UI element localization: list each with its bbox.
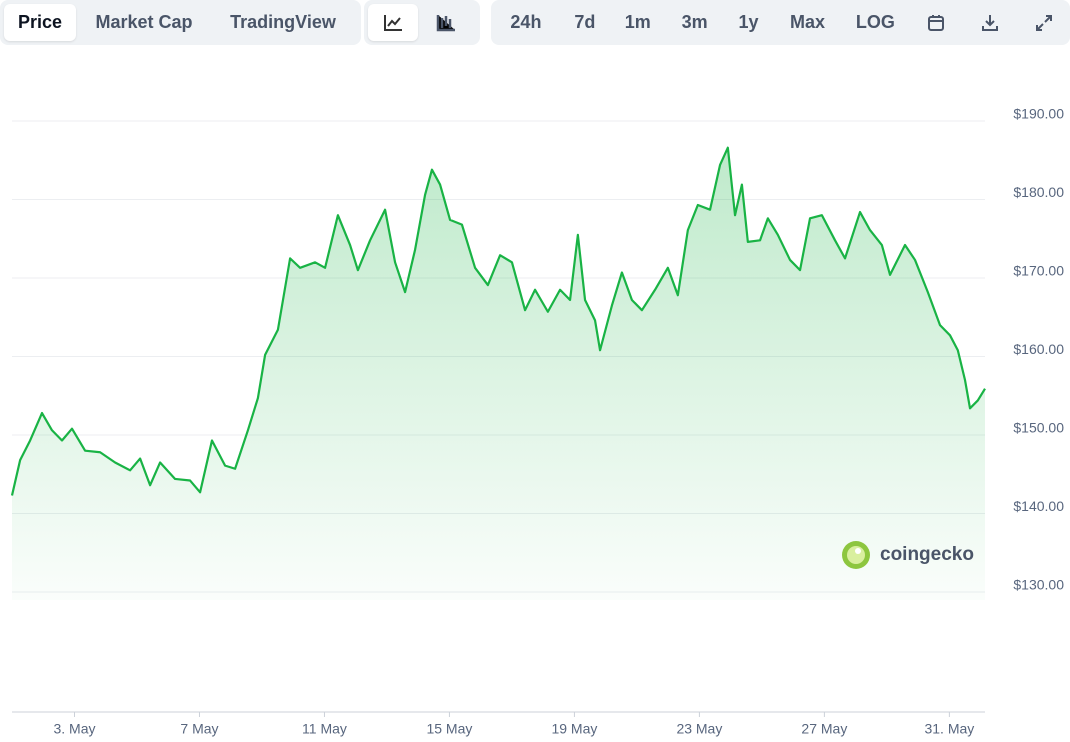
tab[interactable]: Price bbox=[4, 4, 76, 41]
y-tick-label: $150.00 bbox=[1013, 420, 1064, 436]
range[interactable]: 1m bbox=[624, 12, 651, 32]
calendar[interactable] bbox=[910, 4, 962, 41]
icon bbox=[436, 14, 455, 31]
tab[interactable]: TradingView bbox=[230, 12, 336, 32]
chart-kind-group bbox=[364, 0, 480, 45]
area bbox=[12, 147, 985, 600]
x-tick-label: 11 May bbox=[302, 721, 347, 737]
icon bbox=[982, 14, 999, 31]
candle-icon[interactable] bbox=[418, 4, 474, 41]
x-tick-label: 15 May bbox=[426, 721, 472, 737]
y-tick-label: $170.00 bbox=[1013, 263, 1064, 279]
x-tick-label: 27 May bbox=[801, 721, 847, 737]
y-tick-label: $180.00 bbox=[1013, 184, 1064, 200]
icon bbox=[1036, 14, 1053, 31]
range[interactable]: 24h bbox=[510, 12, 542, 32]
tab-group: Price Market Cap TradingView bbox=[0, 0, 361, 45]
y-tick-label: $130.00 bbox=[1013, 577, 1064, 593]
watermark-text: coingecko bbox=[880, 544, 974, 565]
y-tick-label: $190.00 bbox=[1013, 106, 1064, 122]
fullscreen[interactable] bbox=[1018, 4, 1070, 41]
range[interactable]: 3m bbox=[681, 12, 708, 32]
line-icon[interactable] bbox=[368, 4, 418, 41]
range[interactable]: 7d bbox=[574, 12, 596, 32]
x-tick-label: 3. May bbox=[53, 721, 95, 737]
x-tick-label: 23 May bbox=[676, 721, 722, 737]
icon bbox=[928, 14, 945, 31]
icon bbox=[384, 14, 402, 31]
range[interactable]: 1y bbox=[738, 12, 759, 32]
watermark: coingecko bbox=[842, 541, 974, 569]
x-tick-label: 31. May bbox=[924, 721, 974, 737]
x-tick-label: 19 May bbox=[551, 721, 597, 737]
price-line bbox=[10, 146, 986, 496]
y-tick-label: $160.00 bbox=[1013, 341, 1064, 357]
range[interactable]: LOG bbox=[855, 12, 895, 32]
download[interactable] bbox=[962, 4, 1018, 41]
range-group: 24h 7d 1m 3m 1y Max LOG bbox=[491, 0, 1070, 45]
range[interactable]: Max bbox=[789, 12, 825, 32]
x-tick-label: 7 May bbox=[180, 721, 218, 737]
y-tick-label: $140.00 bbox=[1013, 498, 1064, 514]
tab[interactable]: Market Cap bbox=[95, 12, 193, 32]
